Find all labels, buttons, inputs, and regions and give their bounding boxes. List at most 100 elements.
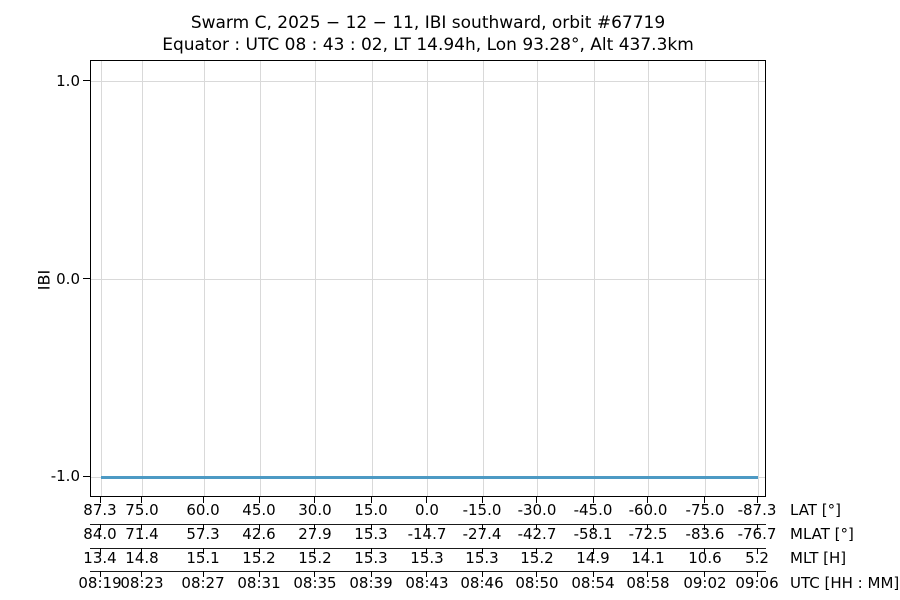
x-tick-mark-mlt <box>258 547 260 554</box>
mlat-tick-label: -42.7 <box>517 525 557 543</box>
chart-title: Swarm C, 2025 − 12 − 11, IBI southward, … <box>190 13 666 33</box>
x-tick-mark-lat <box>202 497 204 503</box>
lat-tick-label: -30.0 <box>517 500 557 519</box>
gridline-horizontal <box>91 81 765 83</box>
axis-row-divider-utc <box>90 571 766 572</box>
lat-tick-label: 60.0 <box>186 500 220 519</box>
gridline-vertical <box>757 61 759 496</box>
gridline-vertical <box>537 61 539 496</box>
y-tick-mark <box>83 475 90 477</box>
gridline-vertical <box>482 61 484 496</box>
x-tick-mark-utc <box>202 571 204 577</box>
utc-tick-label: 08:19 <box>78 573 122 592</box>
axis-row-divider-mlt <box>90 547 766 549</box>
x-tick-mark-lat <box>258 497 260 503</box>
mlt-tick-label: 15.3 <box>410 548 444 567</box>
x-tick-mark-mlt <box>314 547 316 554</box>
gridline-vertical <box>593 61 595 496</box>
x-tick-mark-mlt <box>426 547 428 554</box>
x-tick-mark-lat <box>426 497 428 503</box>
lat-tick-label: -15.0 <box>462 500 502 519</box>
mlat-tick-label: -83.6 <box>685 525 725 543</box>
utc-tick-label: 08:43 <box>405 573 449 592</box>
lat-tick-label: 87.3 <box>83 500 117 519</box>
gridline-vertical <box>705 61 707 496</box>
y-tick-mark <box>83 80 90 82</box>
x-tick-mark-lat <box>592 497 594 503</box>
x-tick-mark-utc <box>141 571 143 577</box>
mlt-tick-label: 13.4 <box>83 548 117 567</box>
mlat-tick-label: -14.7 <box>407 525 447 543</box>
chart-subtitle: Equator : UTC 08 : 43 : 02, LT 14.94h, L… <box>162 35 694 55</box>
x-row-title-mlat: MLAT [°] <box>790 525 854 543</box>
x-tick-mark-mlat <box>258 524 260 530</box>
x-tick-mark-lat <box>647 497 649 503</box>
gridline-vertical <box>259 61 261 496</box>
y-tick-label: 0.0 <box>56 269 80 288</box>
mlat-tick-label: 84.0 <box>83 525 117 543</box>
axis-row-divider-mlat <box>90 524 766 525</box>
x-tick-mark-mlt <box>704 547 706 554</box>
x-tick-mark-mlt <box>481 547 483 554</box>
y-tick-label: -1.0 <box>50 467 80 486</box>
lat-tick-label: 75.0 <box>125 500 159 519</box>
mlt-tick-label: 15.1 <box>186 548 220 567</box>
mlat-tick-label: -72.5 <box>628 525 668 543</box>
x-tick-mark-lat <box>141 497 143 503</box>
x-tick-mark-mlat <box>370 524 372 530</box>
x-tick-mark-mlat <box>314 524 316 530</box>
x-row-title-utc: UTC [HH : MM] <box>790 573 900 592</box>
y-tick-label: 1.0 <box>56 71 80 90</box>
mlat-tick-label: 27.9 <box>298 525 332 543</box>
mlt-tick-label: 15.2 <box>242 548 276 567</box>
mlat-tick-label: -58.1 <box>573 525 613 543</box>
lat-tick-label: 15.0 <box>354 500 388 519</box>
gridline-vertical <box>315 61 317 496</box>
lat-tick-label: -60.0 <box>628 500 668 519</box>
x-tick-mark-lat <box>704 497 706 503</box>
utc-tick-label: 08:35 <box>293 573 337 592</box>
gridline-horizontal <box>91 279 765 280</box>
mlat-tick-label: 42.6 <box>242 525 276 543</box>
x-tick-mark-lat <box>314 497 316 503</box>
lat-tick-label: -75.0 <box>685 500 725 519</box>
gridline-vertical <box>371 61 373 496</box>
x-row-title-lat: LAT [°] <box>790 500 841 519</box>
lat-tick-label: -45.0 <box>573 500 613 519</box>
gridline-vertical <box>427 61 429 496</box>
lat-tick-label: 30.0 <box>298 500 332 519</box>
mlt-tick-label: 15.2 <box>298 548 332 567</box>
lat-tick-label: 0.0 <box>415 500 439 519</box>
x-tick-mark-mlat <box>756 524 758 530</box>
x-tick-mark-mlat <box>202 524 204 530</box>
x-tick-mark-utc <box>481 571 483 577</box>
x-tick-mark-mlat <box>141 524 143 530</box>
x-tick-mark-mlat <box>481 524 483 530</box>
gridline-vertical <box>100 61 102 496</box>
x-tick-mark-mlt <box>647 547 649 554</box>
x-tick-mark-utc <box>704 571 706 577</box>
x-tick-mark-utc <box>592 571 594 577</box>
utc-tick-label: 08:54 <box>571 573 615 592</box>
x-row-title-mlt: MLT [H] <box>790 548 847 567</box>
x-tick-mark-utc <box>756 571 758 577</box>
x-tick-mark-mlt <box>756 547 758 554</box>
mlt-tick-label: 14.1 <box>631 548 665 567</box>
x-tick-mark-lat <box>756 497 758 503</box>
x-tick-mark-lat <box>99 497 101 503</box>
ibi-line <box>101 475 758 479</box>
x-tick-mark-lat <box>536 497 538 503</box>
utc-tick-label: 08:58 <box>626 573 670 592</box>
lat-tick-label: -87.3 <box>737 500 777 519</box>
x-tick-mark-mlat <box>536 524 538 530</box>
mlt-tick-label: 14.9 <box>576 548 610 567</box>
mlat-tick-label: -76.7 <box>737 525 777 543</box>
x-tick-mark-mlat <box>647 524 649 530</box>
utc-tick-label: 09:02 <box>683 573 727 592</box>
mlat-tick-label: 71.4 <box>125 525 159 543</box>
x-tick-mark-mlt <box>99 547 101 554</box>
mlt-tick-label: 15.2 <box>520 548 554 567</box>
x-tick-mark-mlt <box>370 547 372 554</box>
mlat-tick-label: 15.3 <box>354 525 388 543</box>
